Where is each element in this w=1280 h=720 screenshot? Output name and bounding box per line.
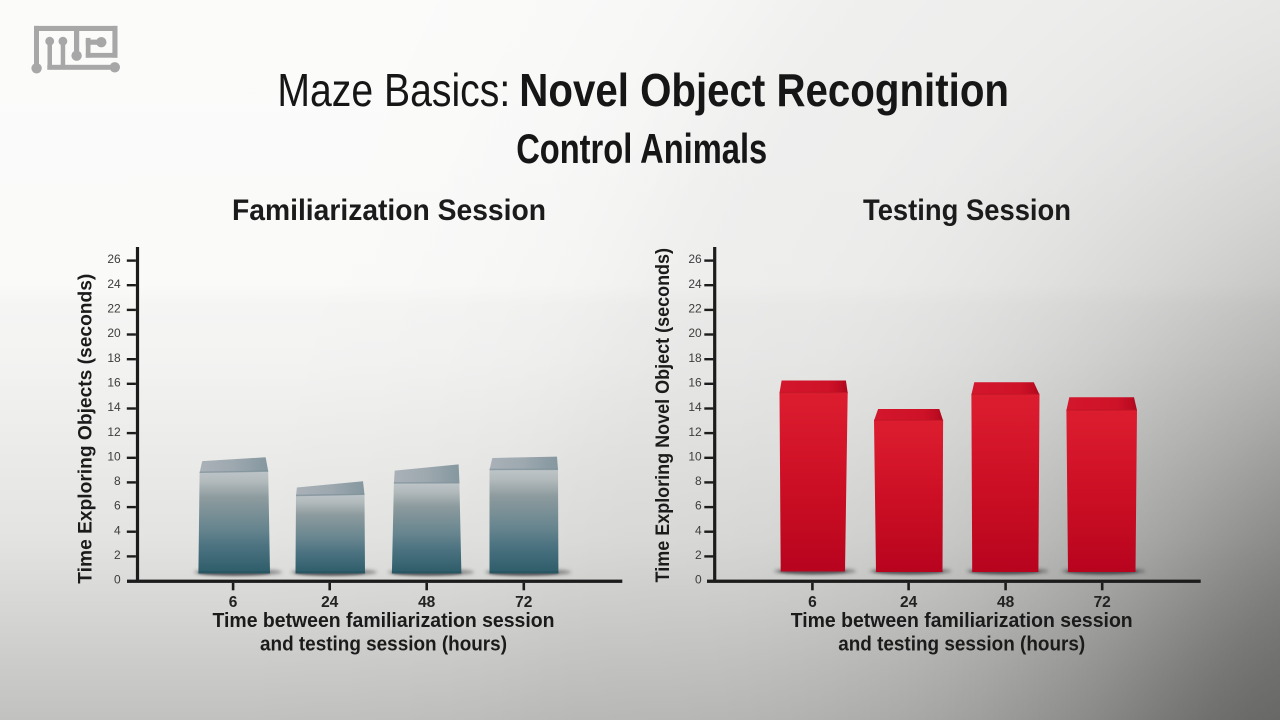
svg-text:48: 48 [418, 594, 436, 611]
svg-text:4: 4 [695, 523, 702, 537]
svg-text:12: 12 [107, 425, 121, 439]
svg-text:Time between familiarization s: Time between familiarization session [213, 610, 555, 632]
svg-text:20: 20 [107, 326, 121, 340]
svg-text:14: 14 [688, 400, 702, 414]
svg-text:20: 20 [688, 326, 702, 340]
svg-text:48: 48 [997, 594, 1015, 611]
svg-text:10: 10 [688, 449, 702, 463]
svg-text:14: 14 [107, 400, 121, 414]
svg-text:16: 16 [688, 376, 702, 390]
svg-text:Time between familiarization s: Time between familiarization session [791, 610, 1133, 632]
svg-text:24: 24 [900, 594, 918, 611]
svg-text:10: 10 [107, 449, 121, 463]
svg-text:Familiarization Session: Familiarization Session [232, 194, 546, 227]
svg-text:Time Exploring Novel Object (s: Time Exploring Novel Object (seconds) [653, 248, 674, 583]
svg-text:26: 26 [107, 252, 121, 266]
svg-text:Novel Object Recognition: Novel Object Recognition [519, 64, 1009, 116]
svg-text:72: 72 [515, 594, 532, 611]
svg-text:2: 2 [114, 548, 121, 562]
svg-text:18: 18 [107, 351, 121, 365]
svg-text:4: 4 [114, 523, 121, 537]
svg-text:and testing session (hours): and testing session (hours) [260, 634, 507, 656]
svg-text:Testing Session: Testing Session [863, 194, 1071, 227]
svg-text:Maze Basics:: Maze Basics: [277, 64, 510, 116]
svg-text:6: 6 [114, 499, 121, 513]
svg-text:12: 12 [688, 425, 702, 439]
svg-text:22: 22 [688, 302, 702, 316]
svg-text:8: 8 [695, 474, 702, 488]
svg-text:8: 8 [114, 474, 121, 488]
svg-text:26: 26 [688, 252, 702, 266]
svg-text:2: 2 [695, 548, 702, 562]
svg-text:0: 0 [114, 573, 121, 587]
svg-text:6: 6 [695, 499, 702, 513]
svg-text:24: 24 [321, 594, 339, 611]
svg-text:Control Animals: Control Animals [516, 125, 767, 172]
svg-text:16: 16 [107, 376, 121, 390]
svg-text:24: 24 [107, 277, 121, 291]
svg-text:6: 6 [808, 594, 817, 611]
svg-text:72: 72 [1094, 594, 1111, 611]
svg-text:Time Exploring Objects (second: Time Exploring Objects (seconds) [75, 274, 96, 584]
svg-text:24: 24 [688, 277, 702, 291]
svg-text:18: 18 [688, 351, 702, 365]
svg-text:0: 0 [695, 573, 702, 587]
svg-text:6: 6 [229, 594, 238, 611]
svg-text:22: 22 [107, 302, 121, 316]
svg-text:and testing session (hours): and testing session (hours) [838, 634, 1085, 656]
